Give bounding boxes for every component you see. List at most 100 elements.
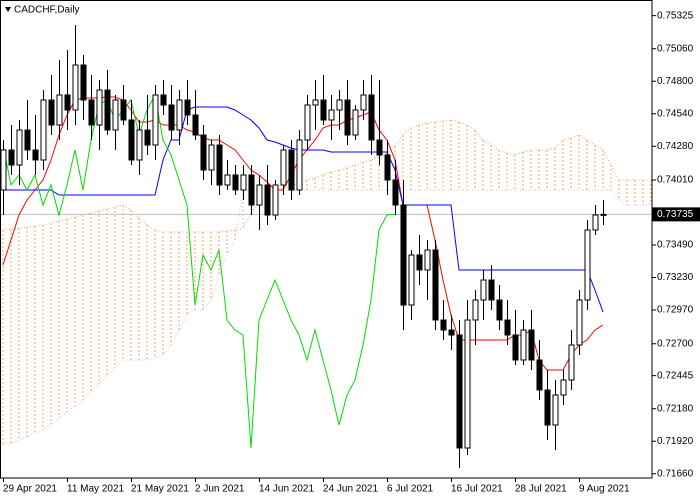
- candle-body: [600, 213, 607, 216]
- x-tick-label: 21 May 2021: [131, 484, 189, 495]
- candle-body: [192, 114, 199, 136]
- candle-body: [376, 139, 383, 156]
- candle-body: [264, 184, 271, 216]
- candle-body: [96, 89, 103, 126]
- indicator-line: [2, 96, 604, 371]
- candle-body: [64, 94, 71, 111]
- current-price-box: [652, 207, 700, 222]
- candle-body: [304, 104, 311, 141]
- candle-body: [344, 99, 351, 136]
- y-tick-label: 0.75060: [657, 43, 694, 54]
- candle-body: [128, 119, 135, 161]
- candle-body: [144, 129, 151, 146]
- candle-body: [528, 329, 535, 361]
- candle-body: [592, 214, 599, 231]
- x-tick-label: 14 Jun 2021: [259, 484, 314, 495]
- candle-body: [152, 94, 159, 146]
- y-tick-label: 0.73230: [657, 272, 694, 283]
- candle-body: [168, 104, 175, 131]
- x-tick-label: 2 Jun 2021: [195, 484, 245, 495]
- candle-body: [384, 154, 391, 181]
- candle-body: [472, 299, 479, 321]
- candle-body: [312, 99, 319, 106]
- candle-body: [160, 94, 167, 106]
- candle-body: [360, 94, 367, 111]
- candle-body: [576, 299, 583, 346]
- y-tick-label: 0.72700: [657, 338, 694, 349]
- y-tick-label: 0.74010: [657, 175, 694, 186]
- x-tick-label: 11 May 2021: [67, 484, 125, 495]
- candle-body: [568, 344, 575, 381]
- candle-body: [288, 149, 295, 191]
- candle-body: [400, 204, 407, 306]
- candle-body: [104, 89, 111, 131]
- candle-body: [456, 334, 463, 449]
- candle-body: [184, 99, 191, 116]
- x-tick-label: 6 Jul 2021: [387, 484, 434, 495]
- candle-body: [440, 319, 447, 331]
- candle-body: [32, 149, 39, 161]
- x-tick-label: 24 Jun 2021: [323, 484, 378, 495]
- candle-body: [584, 229, 591, 301]
- candle-body: [544, 389, 551, 426]
- indicator-line: [2, 93, 396, 449]
- candle-body: [120, 99, 127, 121]
- candle-body: [368, 94, 375, 141]
- candle-body: [136, 129, 143, 161]
- candle-body: [256, 184, 263, 206]
- candle-body: [224, 174, 231, 186]
- candle-body: [248, 174, 255, 206]
- x-tick-label: 29 Apr 2021: [3, 484, 57, 495]
- current-price-label: 0.73735: [657, 209, 694, 220]
- candle-body: [48, 99, 55, 126]
- x-tick-label: 28 Jul 2021: [515, 484, 567, 495]
- symbol-menu-icon[interactable]: [5, 7, 11, 12]
- y-tick-label: 0.71920: [657, 436, 694, 447]
- candle-body: [72, 64, 79, 111]
- y-tick-label: 0.72970: [657, 305, 694, 316]
- candle-body: [16, 129, 23, 166]
- candle-body: [80, 64, 87, 101]
- candle-body: [392, 179, 399, 206]
- y-tick-label: 0.75325: [657, 10, 694, 21]
- candle-body: [208, 144, 215, 171]
- candle-body: [24, 129, 31, 151]
- y-tick-label: 0.73490: [657, 240, 694, 251]
- candle-body: [216, 144, 223, 186]
- y-tick-label: 0.72445: [657, 370, 694, 381]
- candle-body: [352, 109, 359, 136]
- y-tick-label: 0.71660: [657, 468, 694, 479]
- y-tick-label: 0.72180: [657, 403, 694, 414]
- candle-body: [200, 134, 207, 171]
- candle-body: [432, 249, 439, 321]
- candle-body: [176, 99, 183, 131]
- cloud-span-line: [2, 119, 651, 233]
- candle-body: [464, 319, 471, 449]
- cloud-span-line: [2, 189, 651, 446]
- candle-body: [552, 394, 559, 426]
- candle-body: [240, 174, 247, 191]
- plot-frame: [0, 0, 653, 479]
- candle-body: [272, 184, 279, 216]
- symbol-label: CADCHF,Daily: [14, 5, 80, 16]
- y-tick-label: 0.74280: [657, 141, 694, 152]
- x-tick-label: 9 Aug 2021: [579, 484, 630, 495]
- y-tick-label: 0.74540: [657, 108, 694, 119]
- candle-body: [424, 249, 431, 271]
- candle-body: [512, 334, 519, 361]
- candle-body: [504, 319, 511, 336]
- candle-body: [536, 359, 543, 391]
- candle-body: [488, 279, 495, 301]
- candle-body: [56, 94, 63, 126]
- candle-body: [0, 149, 7, 191]
- candle-body: [416, 254, 423, 271]
- candle-body: [408, 254, 415, 306]
- candle-body: [88, 99, 95, 126]
- candle-body: [328, 109, 335, 121]
- candle-body: [320, 99, 327, 121]
- candle-body: [448, 329, 455, 336]
- y-tick-label: 0.74800: [657, 76, 694, 87]
- plot-area: [0, 25, 652, 468]
